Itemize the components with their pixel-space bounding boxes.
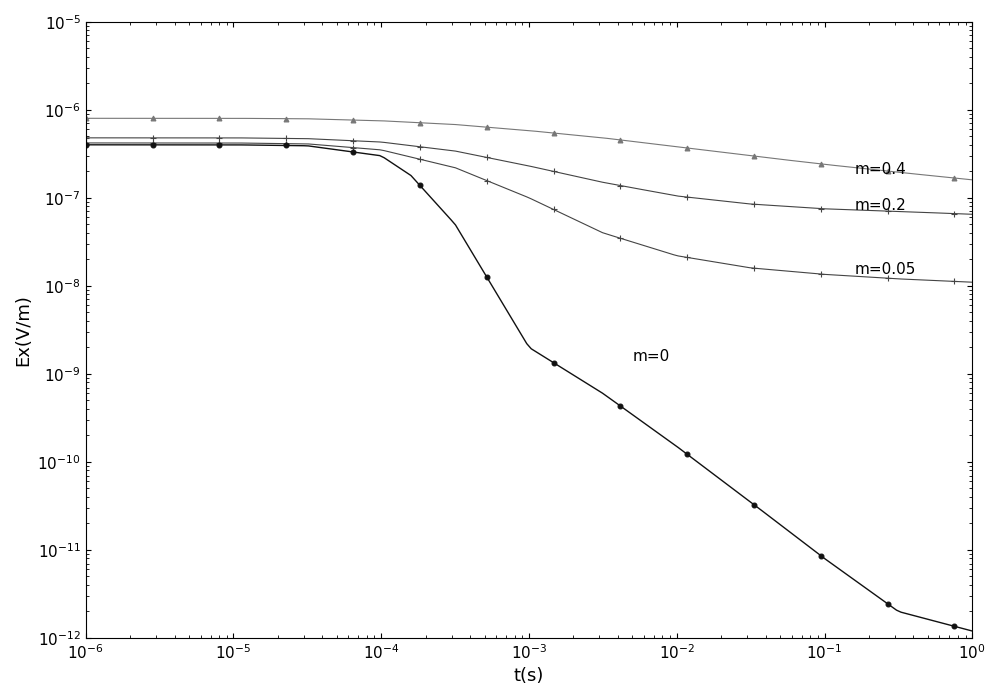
- Text: m=0.05: m=0.05: [855, 262, 916, 278]
- Text: m=0: m=0: [632, 349, 670, 364]
- Y-axis label: Ex(V/m): Ex(V/m): [14, 294, 32, 366]
- Text: m=0.4: m=0.4: [855, 162, 906, 178]
- X-axis label: t(s): t(s): [514, 667, 544, 685]
- Text: m=0.2: m=0.2: [855, 199, 906, 213]
